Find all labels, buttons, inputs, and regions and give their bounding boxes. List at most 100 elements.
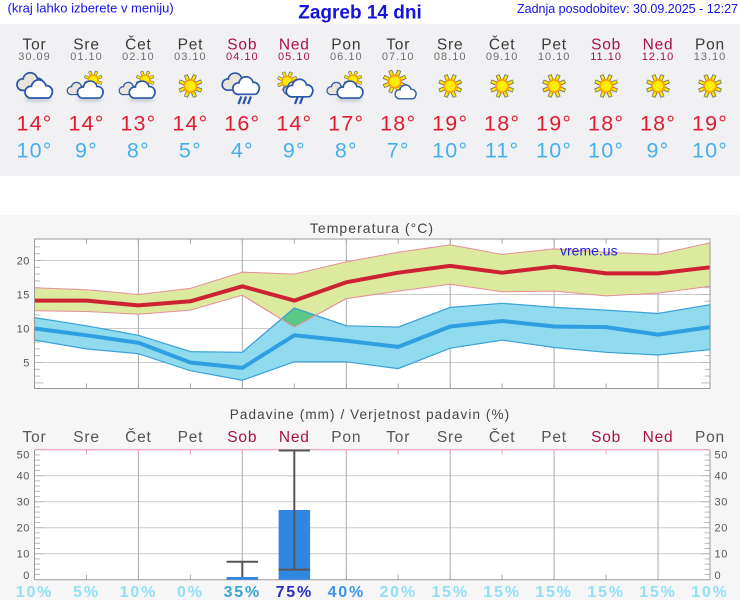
svg-text:Sre: Sre bbox=[437, 37, 464, 54]
svg-text:14°: 14° bbox=[172, 112, 208, 136]
svg-text:40: 40 bbox=[715, 471, 728, 483]
svg-text:18°: 18° bbox=[484, 112, 520, 136]
svg-text:75%: 75% bbox=[276, 584, 313, 600]
svg-text:19°: 19° bbox=[692, 112, 728, 136]
svg-text:(kraj lahko izberete v meniju): (kraj lahko izberete v meniju) bbox=[8, 1, 174, 16]
svg-text:Padavine (mm) / Verjetnost pad: Padavine (mm) / Verjetnost padavin (%) bbox=[230, 407, 510, 422]
svg-text:10°: 10° bbox=[588, 139, 624, 163]
svg-text:13°: 13° bbox=[120, 112, 156, 136]
svg-text:Ned: Ned bbox=[643, 429, 674, 446]
svg-text:Zadnja posodobitev: 30.09.2025: Zadnja posodobitev: 30.09.2025 - 12:27 bbox=[517, 2, 738, 16]
svg-text:11°: 11° bbox=[485, 139, 520, 163]
svg-text:10°: 10° bbox=[692, 139, 728, 163]
svg-text:50: 50 bbox=[17, 450, 30, 462]
svg-text:Pon: Pon bbox=[331, 429, 361, 446]
svg-text:20: 20 bbox=[17, 523, 30, 535]
svg-text:40: 40 bbox=[17, 471, 30, 483]
svg-text:10%: 10% bbox=[16, 584, 53, 600]
svg-text:0: 0 bbox=[23, 570, 30, 582]
svg-text:Temperatura (°C): Temperatura (°C) bbox=[310, 220, 434, 236]
svg-text:Pon: Pon bbox=[695, 37, 725, 54]
svg-text:Pon: Pon bbox=[331, 37, 361, 54]
svg-text:0: 0 bbox=[715, 570, 722, 582]
svg-text:30: 30 bbox=[17, 497, 30, 509]
svg-text:Pet: Pet bbox=[541, 37, 567, 54]
svg-text:12.10: 12.10 bbox=[642, 51, 675, 63]
svg-text:20%: 20% bbox=[379, 584, 416, 600]
svg-text:11.10: 11.10 bbox=[590, 51, 622, 63]
svg-text:15%: 15% bbox=[535, 584, 572, 600]
svg-text:10%: 10% bbox=[691, 584, 728, 600]
svg-text:14°: 14° bbox=[68, 112, 104, 136]
svg-text:35%: 35% bbox=[224, 584, 261, 600]
svg-text:50: 50 bbox=[715, 450, 728, 462]
svg-text:02.10: 02.10 bbox=[122, 51, 155, 63]
svg-text:13.10: 13.10 bbox=[694, 51, 727, 63]
svg-text:01.10: 01.10 bbox=[70, 51, 103, 63]
svg-text:18°: 18° bbox=[380, 112, 416, 136]
svg-text:5%: 5% bbox=[73, 584, 100, 600]
svg-text:10: 10 bbox=[17, 324, 30, 336]
svg-text:Čet: Čet bbox=[489, 429, 516, 446]
svg-text:10°: 10° bbox=[432, 139, 468, 163]
svg-text:Čet: Čet bbox=[125, 429, 152, 446]
svg-text:10%: 10% bbox=[120, 584, 157, 600]
svg-text:Tor: Tor bbox=[386, 429, 410, 446]
svg-text:08.10: 08.10 bbox=[434, 51, 467, 63]
svg-text:Sob: Sob bbox=[591, 37, 621, 54]
svg-text:Sob: Sob bbox=[227, 429, 257, 446]
svg-text:19°: 19° bbox=[432, 112, 468, 136]
svg-text:15%: 15% bbox=[431, 584, 468, 600]
svg-text:18°: 18° bbox=[640, 112, 676, 136]
svg-text:15: 15 bbox=[17, 290, 30, 302]
svg-text:10°: 10° bbox=[16, 139, 52, 163]
svg-text:15%: 15% bbox=[483, 584, 520, 600]
svg-text:Sre: Sre bbox=[73, 429, 100, 446]
svg-text:14°: 14° bbox=[276, 112, 312, 136]
svg-text:Čet: Čet bbox=[125, 37, 152, 54]
svg-text:Ned: Ned bbox=[643, 37, 674, 54]
svg-text:19°: 19° bbox=[536, 112, 572, 136]
svg-text:Pet: Pet bbox=[178, 429, 204, 446]
svg-text:06.10: 06.10 bbox=[330, 51, 363, 63]
svg-text:7°: 7° bbox=[387, 139, 410, 163]
svg-text:Pon: Pon bbox=[695, 429, 725, 446]
svg-text:Sob: Sob bbox=[227, 37, 257, 54]
svg-text:20: 20 bbox=[715, 523, 728, 535]
svg-text:Pet: Pet bbox=[541, 429, 567, 446]
svg-text:10°: 10° bbox=[536, 139, 572, 163]
svg-text:03.10: 03.10 bbox=[174, 51, 207, 63]
svg-text:Sob: Sob bbox=[591, 429, 621, 446]
svg-text:15%: 15% bbox=[639, 584, 676, 600]
svg-text:15%: 15% bbox=[587, 584, 624, 600]
svg-text:05.10: 05.10 bbox=[278, 51, 311, 63]
svg-text:14°: 14° bbox=[16, 112, 52, 136]
svg-text:Ned: Ned bbox=[279, 37, 310, 54]
svg-text:16°: 16° bbox=[224, 112, 260, 136]
svg-text:Tor: Tor bbox=[386, 37, 410, 54]
svg-text:10: 10 bbox=[715, 549, 728, 561]
svg-text:0%: 0% bbox=[177, 584, 204, 600]
svg-text:8°: 8° bbox=[127, 139, 150, 163]
svg-text:20: 20 bbox=[17, 256, 30, 268]
svg-text:Tor: Tor bbox=[23, 37, 47, 54]
svg-text:4°: 4° bbox=[231, 139, 254, 163]
svg-text:07.10: 07.10 bbox=[382, 51, 415, 63]
svg-text:10: 10 bbox=[17, 549, 30, 561]
svg-text:9°: 9° bbox=[75, 139, 98, 163]
svg-text:18°: 18° bbox=[588, 112, 624, 136]
svg-text:8°: 8° bbox=[335, 139, 358, 163]
svg-text:vreme.us: vreme.us bbox=[560, 243, 618, 259]
svg-text:Sre: Sre bbox=[73, 37, 100, 54]
svg-text:09.10: 09.10 bbox=[486, 51, 519, 63]
svg-text:30.09: 30.09 bbox=[18, 51, 51, 63]
svg-text:17°: 17° bbox=[328, 112, 364, 136]
svg-text:Čet: Čet bbox=[489, 37, 516, 54]
svg-text:9°: 9° bbox=[283, 139, 306, 163]
svg-text:5°: 5° bbox=[179, 139, 202, 163]
svg-text:9°: 9° bbox=[647, 139, 670, 163]
svg-text:5: 5 bbox=[23, 358, 30, 370]
svg-text:Tor: Tor bbox=[23, 429, 47, 446]
svg-text:Zagreb 14 dni: Zagreb 14 dni bbox=[298, 3, 422, 24]
svg-text:10.10: 10.10 bbox=[538, 51, 571, 63]
